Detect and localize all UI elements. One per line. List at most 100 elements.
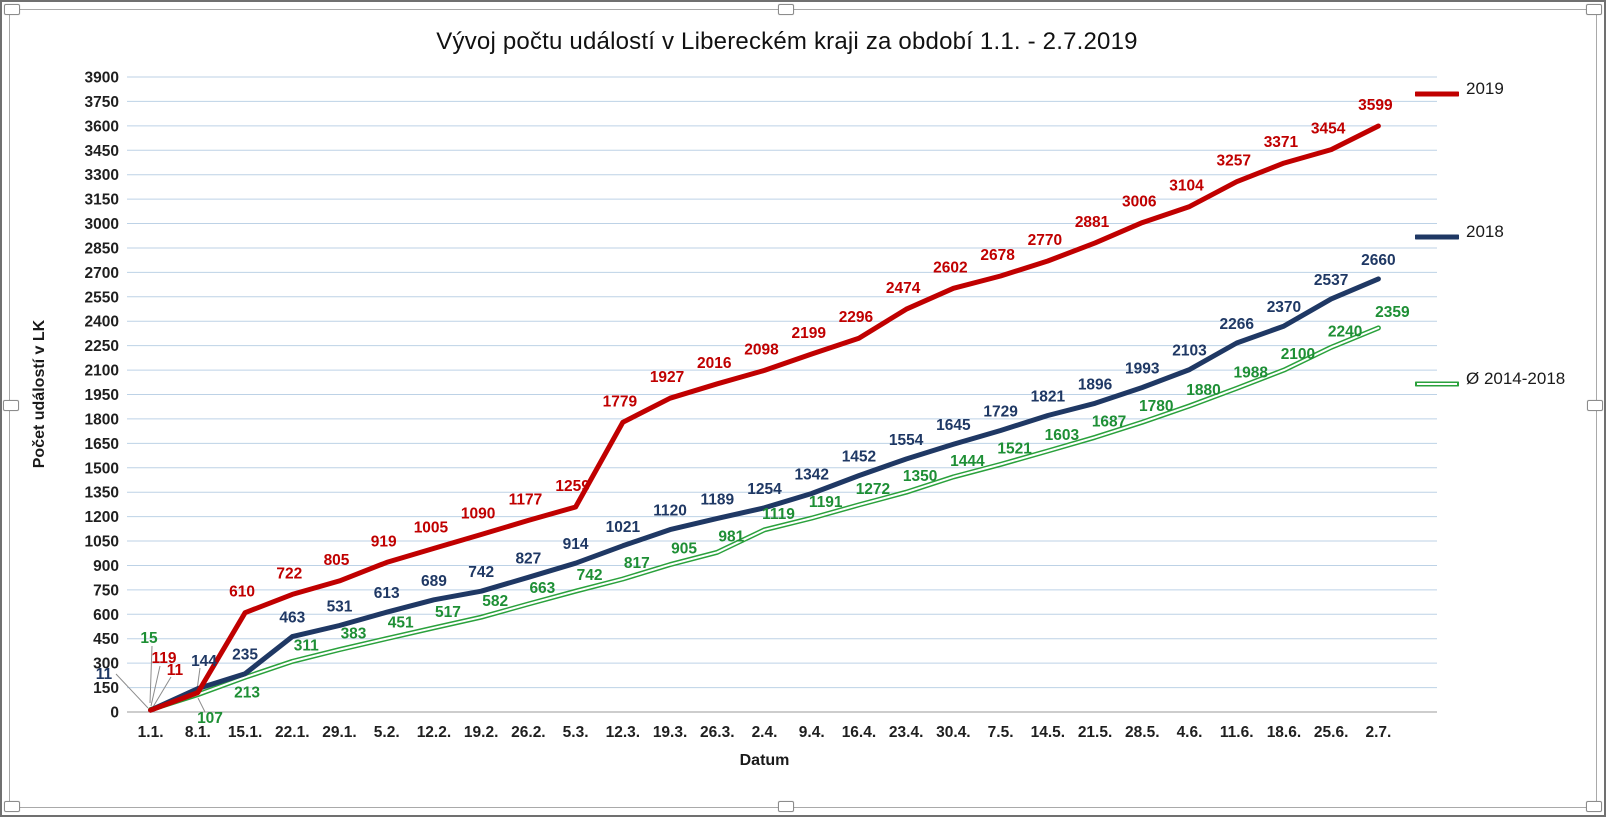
x-tick-label: 18.6. [1267,724,1301,741]
legend-item-2019[interactable]: 2019 [1413,79,1504,99]
x-tick-label: 5.3. [563,724,589,741]
data-label: 1191 [809,494,843,511]
data-label-callout: 11 [167,662,184,679]
y-tick-label: 1950 [85,387,119,404]
x-tick-label: 19.2. [464,724,498,741]
data-label: 1021 [606,519,641,536]
selection-handle-s[interactable] [778,801,794,812]
data-label: 3599 [1358,97,1393,114]
data-label: 2770 [1028,232,1062,249]
data-label: 981 [718,528,744,545]
data-label: 1780 [1139,398,1173,415]
series-line-core [149,326,1380,711]
x-axis-title[interactable]: Datum [739,752,790,769]
data-label: 1189 [700,491,734,508]
legend-label-avg: Ø 2014-2018 [1466,369,1566,388]
data-label-callout: 11 [96,666,113,683]
selection-handle-n[interactable] [778,4,794,15]
selection-handle-w[interactable] [3,400,19,411]
y-tick-label: 2850 [85,240,119,257]
data-label: 517 [435,604,461,621]
data-label: 1521 [997,440,1032,457]
selection-handle-nw[interactable] [4,4,20,15]
legend-item-2018[interactable]: 2018 [1413,222,1504,242]
data-label: 451 [388,615,414,632]
legend-item-avg-2014-2018[interactable]: Ø 2014-2018 [1413,369,1566,389]
x-tick-label: 11.6. [1220,724,1254,741]
data-label: 1779 [603,393,638,410]
x-tick-label: 4.6. [1177,724,1203,741]
y-tick-label: 3900 [85,70,119,87]
data-label: 1687 [1092,413,1126,430]
data-label-callout: 107 [197,710,223,727]
data-label: 1090 [461,506,495,523]
x-tick-label: 23.4. [889,724,923,741]
x-tick-label: 21.5. [1078,724,1112,741]
x-tick-label: 25.6. [1314,724,1348,741]
data-label: 742 [577,567,603,584]
data-label: 2240 [1328,323,1362,340]
legend-line-2019-icon [1413,84,1461,97]
y-tick-label: 1800 [85,411,119,428]
data-label: 1603 [1045,427,1080,444]
x-tick-label: 2.4. [752,724,778,741]
y-tick-label: 300 [93,656,119,673]
selection-handle-e[interactable] [1587,400,1603,411]
x-tick-label: 30.4. [936,724,970,741]
data-label: 1120 [653,503,687,520]
selection-handle-se[interactable] [1586,801,1602,812]
data-label: 1444 [950,453,985,470]
y-tick-label: 1500 [85,460,119,477]
label-leader-line [150,665,161,707]
x-tick-label: 29.1. [322,724,356,741]
data-label: 383 [341,626,367,643]
y-tick-label: 750 [93,582,119,599]
data-label: 3371 [1264,134,1299,151]
data-label: 1350 [903,468,937,485]
data-label: 610 [229,584,255,601]
y-tick-label: 3750 [85,94,119,111]
x-tick-label: 5.2. [374,724,400,741]
label-leader-line [152,676,172,708]
x-tick-label: 9.4. [799,724,825,741]
data-label: 1729 [983,403,1018,420]
data-label: 463 [279,610,305,627]
x-tick-label: 12.2. [417,724,451,741]
x-tick-label: 1.1. [138,724,164,741]
x-tick-label: 16.4. [842,724,876,741]
series-line-2018[interactable] [148,276,1381,713]
data-label: 1988 [1233,364,1268,381]
legend-line-2018-icon [1413,227,1461,240]
data-label: 663 [529,580,555,597]
x-tick-label: 22.1. [275,724,309,741]
y-tick-label: 150 [93,680,119,697]
data-label: 1880 [1186,382,1220,399]
selection-handle-ne[interactable] [1586,4,1602,15]
chart-title[interactable]: Vývoj počtu událostí v Libereckém kraji … [436,28,1138,55]
selection-handle-sw[interactable] [4,801,20,812]
y-tick-label: 2250 [85,338,119,355]
x-tick-label: 28.5. [1125,724,1159,741]
y-tick-label: 3300 [85,167,119,184]
data-label: 613 [374,585,400,602]
data-label: 235 [232,647,258,664]
data-label: 3454 [1311,121,1346,138]
data-label: 2678 [980,247,1015,264]
x-tick-label: 19.3. [653,724,687,741]
series-line-2019[interactable] [148,123,1381,713]
data-label-callout: 15 [140,630,158,647]
data-label: 3006 [1122,194,1157,211]
data-label: 311 [294,637,319,654]
x-tick-label: 2.7. [1365,724,1391,741]
data-label: 1554 [889,432,924,449]
y-tick-label: 2400 [85,314,119,331]
data-label: 531 [327,599,353,616]
data-label: 1259 [555,478,590,495]
y-tick-label: 900 [93,558,119,575]
data-label: 1927 [650,369,684,386]
data-label: 1645 [936,417,971,434]
data-label: 1005 [414,519,449,536]
